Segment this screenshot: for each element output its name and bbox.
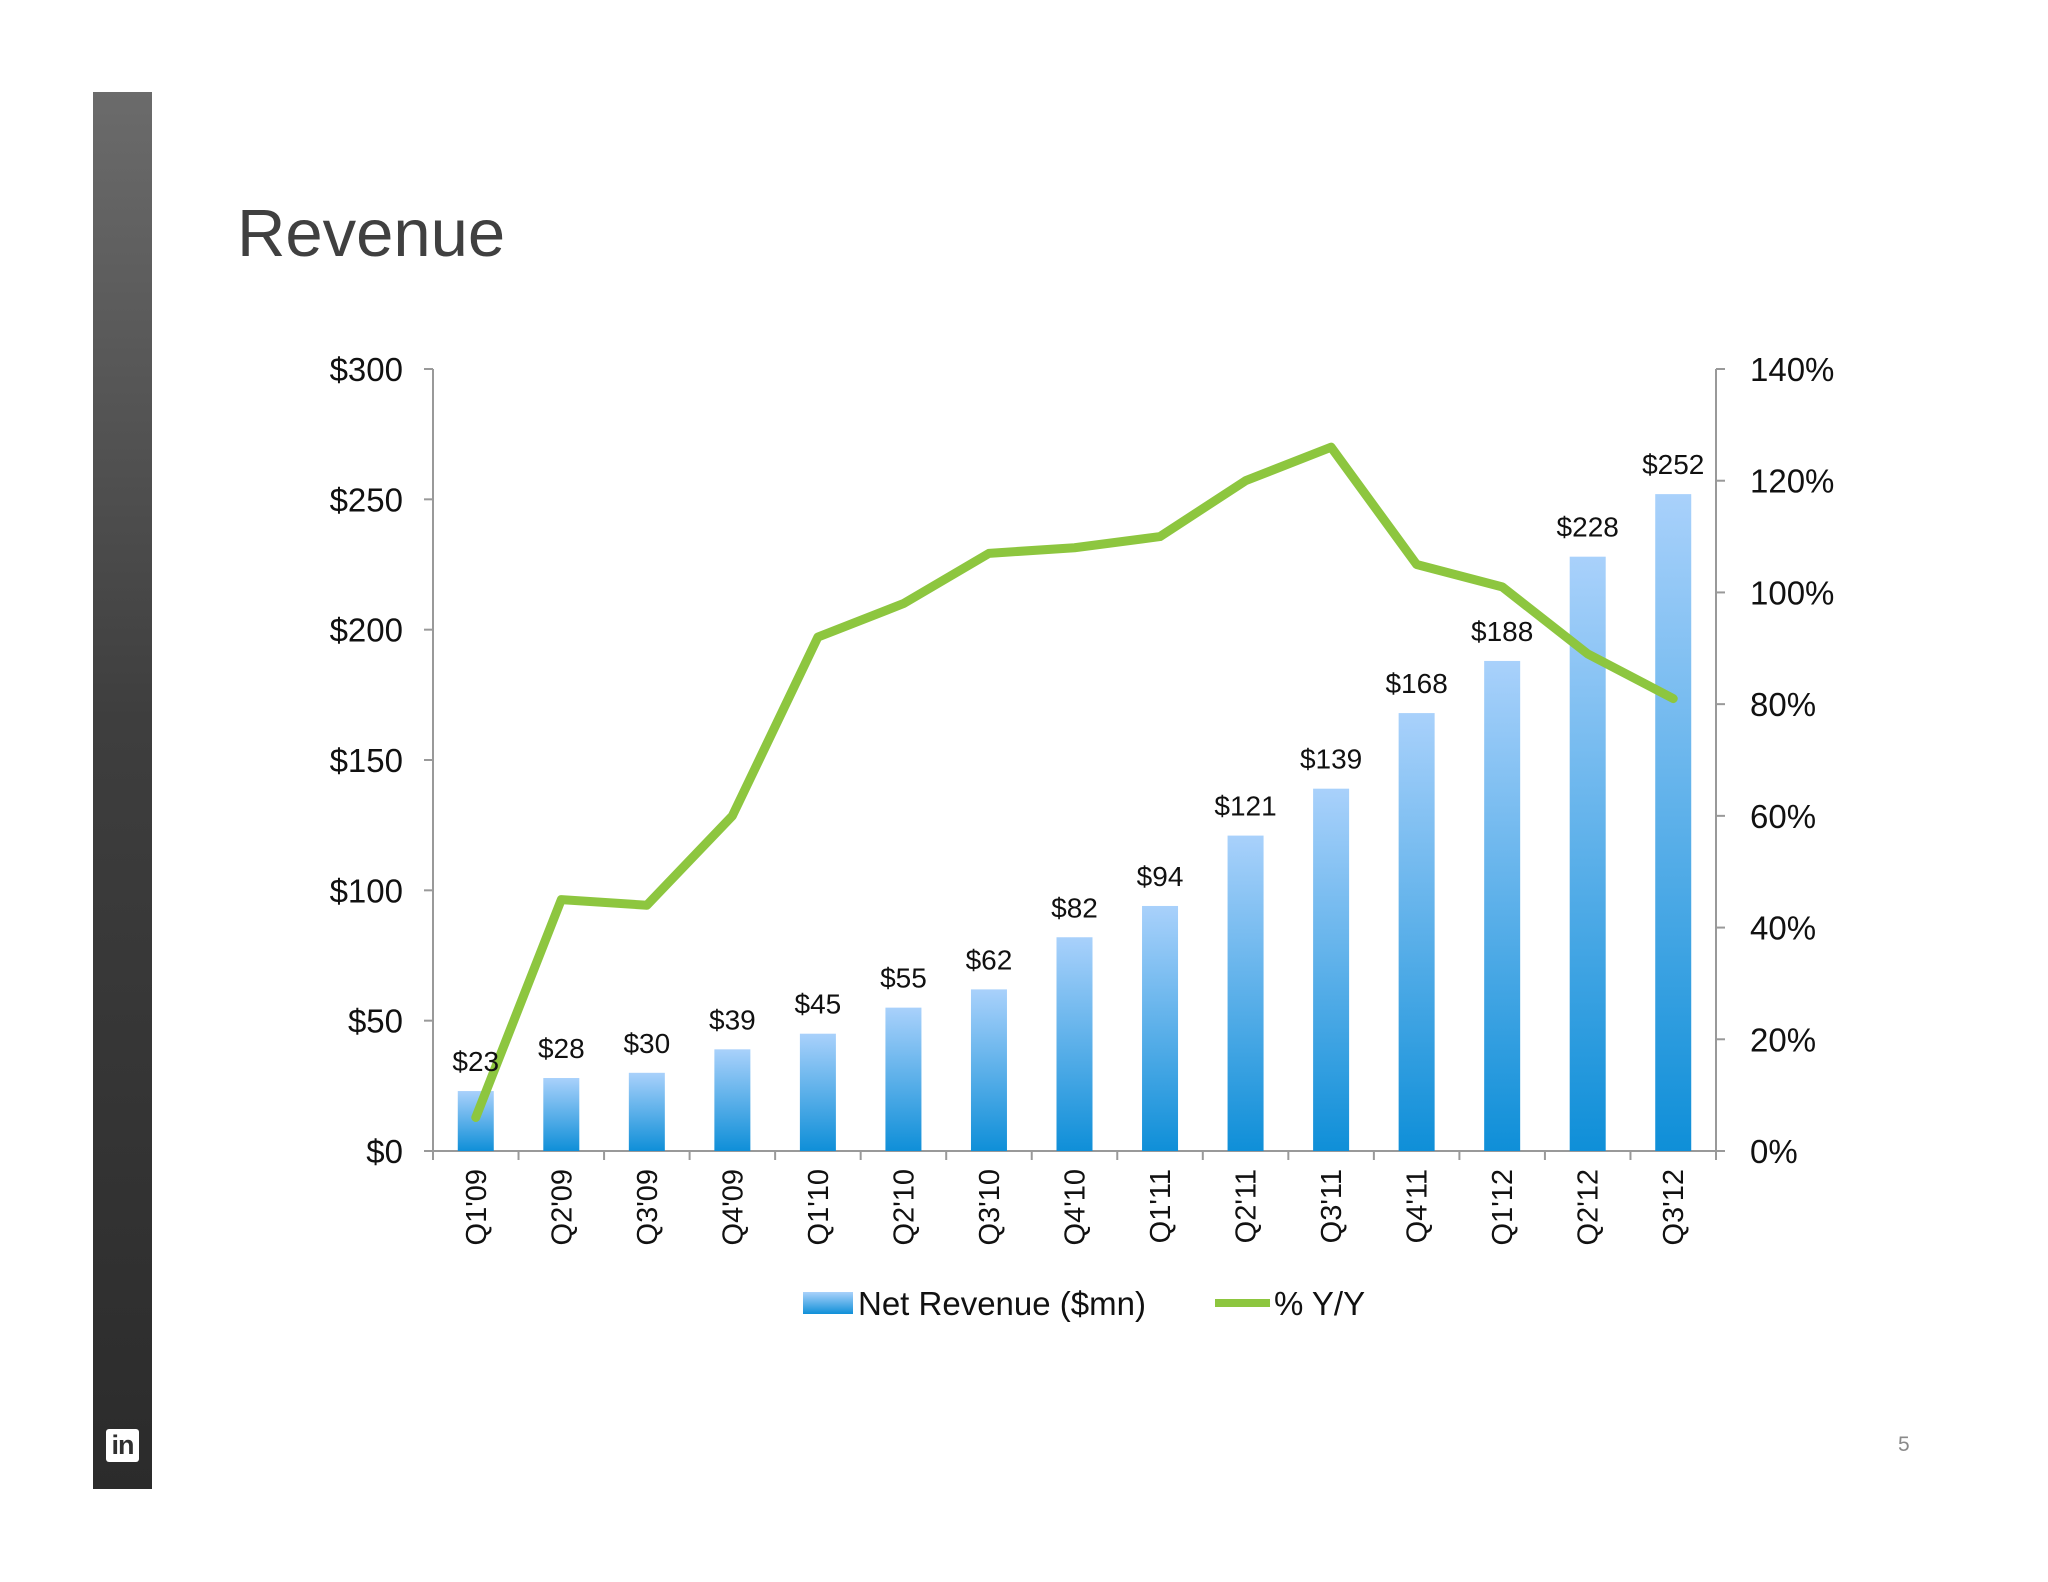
x-axis-category-label: Q2'11 [1231, 1169, 1263, 1243]
revenue-bar [714, 1049, 751, 1151]
x-axis-category-label: Q1'11 [1145, 1169, 1177, 1243]
revenue-data-label: $28 [538, 1033, 585, 1064]
right-axis-tick-label: 60% [1750, 798, 1816, 835]
revenue-bar [1313, 788, 1350, 1151]
revenue-bar [970, 989, 1007, 1151]
left-axis-tick-label: $250 [330, 481, 403, 518]
revenue-data-label: $188 [1471, 616, 1533, 647]
right-axis-tick-label: 20% [1750, 1021, 1816, 1058]
legend-line-label: % Y/Y [1274, 1285, 1365, 1322]
revenue-data-label: $23 [452, 1046, 499, 1077]
x-axis-category-label: Q3'12 [1658, 1169, 1690, 1245]
revenue-data-label: $139 [1300, 744, 1362, 775]
left-axis-tick-label: $150 [330, 742, 403, 779]
left-axis-tick-label: $200 [330, 612, 403, 649]
chart-labels: $23 $28 $30 $39 $45 $55 $62 $82 $94 $121 $139 $168 $… [452, 449, 1704, 1077]
left-axis-tick-label: $100 [330, 872, 403, 909]
right-axis-tick-label: 80% [1750, 686, 1816, 723]
x-axis-category-label: Q2'09 [546, 1169, 578, 1245]
revenue-data-label: $45 [795, 989, 842, 1020]
x-axis-category-label: Q2'12 [1573, 1169, 1605, 1245]
revenue-data-label: $121 [1214, 791, 1276, 822]
x-axis-category-label: Q4'10 [1060, 1169, 1092, 1245]
x-axis-category-label: Q1'12 [1487, 1169, 1519, 1245]
revenue-data-label: $168 [1385, 668, 1447, 699]
revenue-data-label: $30 [623, 1028, 670, 1059]
revenue-bar [1655, 494, 1692, 1151]
sidebar-bar [93, 92, 152, 1489]
x-axis-category-label: Q4'09 [717, 1169, 749, 1245]
linkedin-logo-icon: in [106, 1429, 139, 1462]
revenue-bar [543, 1078, 580, 1151]
revenue-bar [1398, 713, 1435, 1151]
right-axis-tick-label: 120% [1750, 463, 1834, 500]
revenue-bar [799, 1033, 836, 1151]
x-axis-category-label: Q3'11 [1316, 1169, 1348, 1243]
revenue-bar [1227, 835, 1264, 1151]
revenue-bar [1056, 937, 1093, 1151]
revenue-data-label: $39 [709, 1004, 756, 1035]
x-axis-category-label: Q3'10 [974, 1169, 1006, 1245]
legend-bar-label: Net Revenue ($mn) [858, 1285, 1146, 1322]
right-axis-tick-label: 140% [1750, 351, 1834, 388]
revenue-data-label: $252 [1642, 449, 1704, 480]
right-axis-tick-label: 100% [1750, 574, 1834, 611]
legend-bar-swatch [803, 1292, 853, 1314]
revenue-data-label: $82 [1051, 892, 1098, 923]
revenue-data-label: $228 [1557, 512, 1619, 543]
x-axis-category-label: Q1'10 [803, 1169, 835, 1245]
x-axis-category-label: Q2'10 [888, 1169, 920, 1245]
revenue-bar [885, 1007, 922, 1151]
left-axis-tick-label: $50 [348, 1003, 403, 1040]
bar-series [457, 494, 1692, 1151]
page-number: 5 [1898, 1433, 1910, 1456]
right-axis-tick-label: 0% [1750, 1133, 1798, 1170]
slide-title: Revenue [237, 196, 506, 271]
revenue-data-label: $55 [880, 963, 927, 994]
line-series [471, 442, 1678, 1122]
left-axis-tick-label: $0 [366, 1133, 403, 1170]
right-axis-tick-label: 40% [1750, 910, 1816, 947]
revenue-bar [1142, 905, 1179, 1151]
left-axis-tick-label: $300 [330, 351, 403, 388]
revenue-bar [628, 1072, 665, 1151]
chart-legend: Net Revenue ($mn) % Y/Y [803, 1285, 1365, 1322]
x-axis-category-label: Q1'09 [461, 1169, 493, 1245]
x-axis-category-label: Q3'09 [632, 1169, 664, 1245]
x-axis-category-label: Q4'11 [1402, 1169, 1434, 1243]
revenue-data-label: $94 [1137, 861, 1184, 892]
revenue-data-label: $62 [966, 944, 1013, 975]
revenue-bar [1484, 660, 1521, 1151]
